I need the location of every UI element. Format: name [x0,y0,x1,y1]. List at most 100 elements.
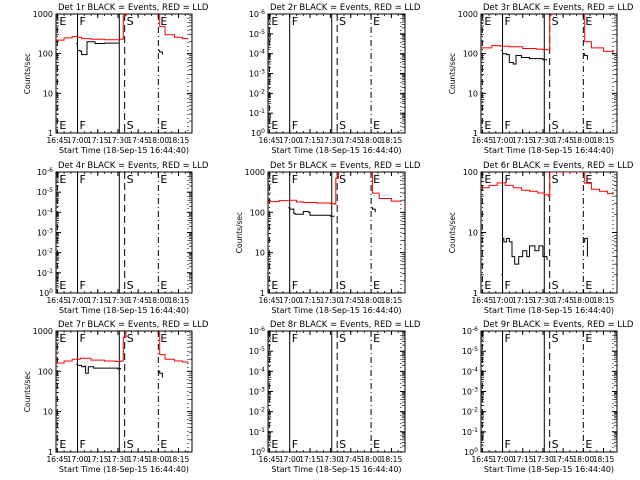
event-marker-label: S [339,332,346,345]
x-tick-label: 17:30 [320,296,342,305]
x-tick-label: 17:15 [87,136,109,145]
x-tick-label: 17:45 [340,455,362,464]
y-axis-label: Counts/sec [448,53,457,94]
y-tick-label: 10-6 [249,326,265,336]
x-tick-label: 18:00 [360,136,382,145]
chart-title: Det 4r BLACK = Events, RED = LLD [58,161,209,171]
plot-frame [480,330,618,453]
x-axis-label: Start Time (18-Sep-15 16:44:40) [484,146,614,155]
event-marker-label: E [160,15,167,28]
event-marker-label: S [552,119,559,132]
y-tick-label: 100 [38,50,53,59]
y-tick-label: 1 [260,289,265,298]
x-tick-label: 16:45 [47,455,69,464]
x-axis-label: Start Time (18-Sep-15 16:44:40) [59,306,189,315]
x-tick-label: 16:45 [472,296,494,305]
y-tick-label: 10-3 [462,387,478,397]
series-events-line [501,50,547,65]
event-marker-label: F [505,438,511,451]
event-marker-label: F [505,332,511,345]
event-marker-label: E [160,119,167,132]
panel-det-6r: Det 6r BLACK = Events, RED = LLD16:4517:… [448,161,634,315]
y-tick-label: 100 [251,128,265,138]
y-tick-label: 10-5 [462,346,478,356]
x-tick-label: 18:15 [168,136,190,145]
panel-det-2r: Det 2r BLACK = Events, RED = LLD16:4517:… [249,3,421,155]
x-tick-label: 17:45 [127,296,149,305]
event-marker-label: E [59,279,66,292]
series-events-line [158,370,163,378]
y-tick-label: 10-3 [249,387,265,397]
event-marker-label: E [271,332,278,345]
series-events-line [371,207,376,213]
chart-title: Det 9r BLACK = Events, RED = LLD [483,320,634,330]
x-tick-label: 17:00 [279,296,301,305]
x-axis-label: Start Time (18-Sep-15 16:44:40) [271,465,401,474]
series-lld-line [268,172,402,205]
event-marker-label: S [127,173,134,186]
event-marker-label: E [59,438,66,451]
event-marker-label: S [552,173,559,186]
panel-det-5r: Det 5r BLACK = Events, RED = LLD16:4517:… [235,161,421,315]
event-marker-label: E [585,173,592,186]
y-tick-label: 10-6 [37,167,53,177]
x-tick-label: 18:00 [148,455,170,464]
series-lld-line [56,331,189,364]
x-tick-label: 17:00 [279,455,301,464]
event-marker-label: E [59,332,66,345]
x-tick-label: 17:45 [127,455,149,464]
x-tick-label: 17:30 [107,296,129,305]
plot-frame [55,13,193,134]
y-axis-label: Counts/sec [23,371,32,412]
x-tick-label: 16:45 [259,296,281,305]
x-tick-label: 17:15 [512,455,534,464]
x-tick-label: 17:45 [340,136,362,145]
panel-det-8r: Det 8r BLACK = Events, RED = LLD16:4517:… [249,320,421,474]
chart-title: Det 5r BLACK = Events, RED = LLD [270,161,421,171]
x-tick-label: 17:30 [320,136,342,145]
y-tick-label: 10-4 [249,49,265,59]
event-marker-label: S [339,15,346,28]
x-tick-label: 17:30 [107,455,129,464]
event-marker-label: F [505,173,511,186]
y-tick-label: 10-6 [249,9,265,19]
y-tick-label: 10-5 [249,29,265,39]
event-marker-label: E [160,173,167,186]
x-tick-label: 18:15 [593,136,615,145]
event-marker-label: E [59,15,66,28]
y-tick-label: 1000 [33,327,53,336]
chart-title: Det 3r BLACK = Events, RED = LLD [483,3,634,13]
x-tick-label: 17:00 [492,136,514,145]
event-marker-label: S [552,279,559,292]
y-tick-label: 100 [464,447,478,457]
x-tick-label: 18:15 [381,455,403,464]
y-tick-label: 100 [463,50,478,59]
x-tick-label: 17:00 [67,455,89,464]
event-marker-label: F [80,119,86,132]
x-axis-label: Start Time (18-Sep-15 16:44:40) [484,465,614,474]
y-tick-label: 10-3 [37,228,53,238]
y-tick-label: 10-2 [249,88,265,98]
x-tick-label: 17:15 [87,455,109,464]
y-tick-label: 10 [468,229,478,238]
x-tick-label: 17:45 [552,455,574,464]
event-marker-label: E [160,279,167,292]
x-tick-label: 16:45 [47,136,69,145]
series-events-line [76,41,120,56]
event-marker-label: E [160,438,167,451]
x-tick-label: 17:00 [492,296,514,305]
event-marker-label: S [127,119,134,132]
x-tick-label: 18:00 [573,136,595,145]
event-marker-label: S [552,332,559,345]
y-tick-label: 10 [43,89,53,98]
y-tick-label: 100 [38,367,53,376]
event-marker-label: E [585,119,592,132]
y-tick-label: 10-4 [249,366,265,376]
event-marker-label: S [127,15,134,28]
event-marker-label: S [552,438,559,451]
event-marker-label: F [292,332,298,345]
event-marker-label: F [292,438,298,451]
panel-det-3r: Det 3r BLACK = Events, RED = LLD16:4517:… [448,3,634,155]
panel-det-1r: Det 1r BLACK = Events, RED = LLD16:4517:… [23,3,209,155]
x-tick-label: 17:45 [552,296,574,305]
